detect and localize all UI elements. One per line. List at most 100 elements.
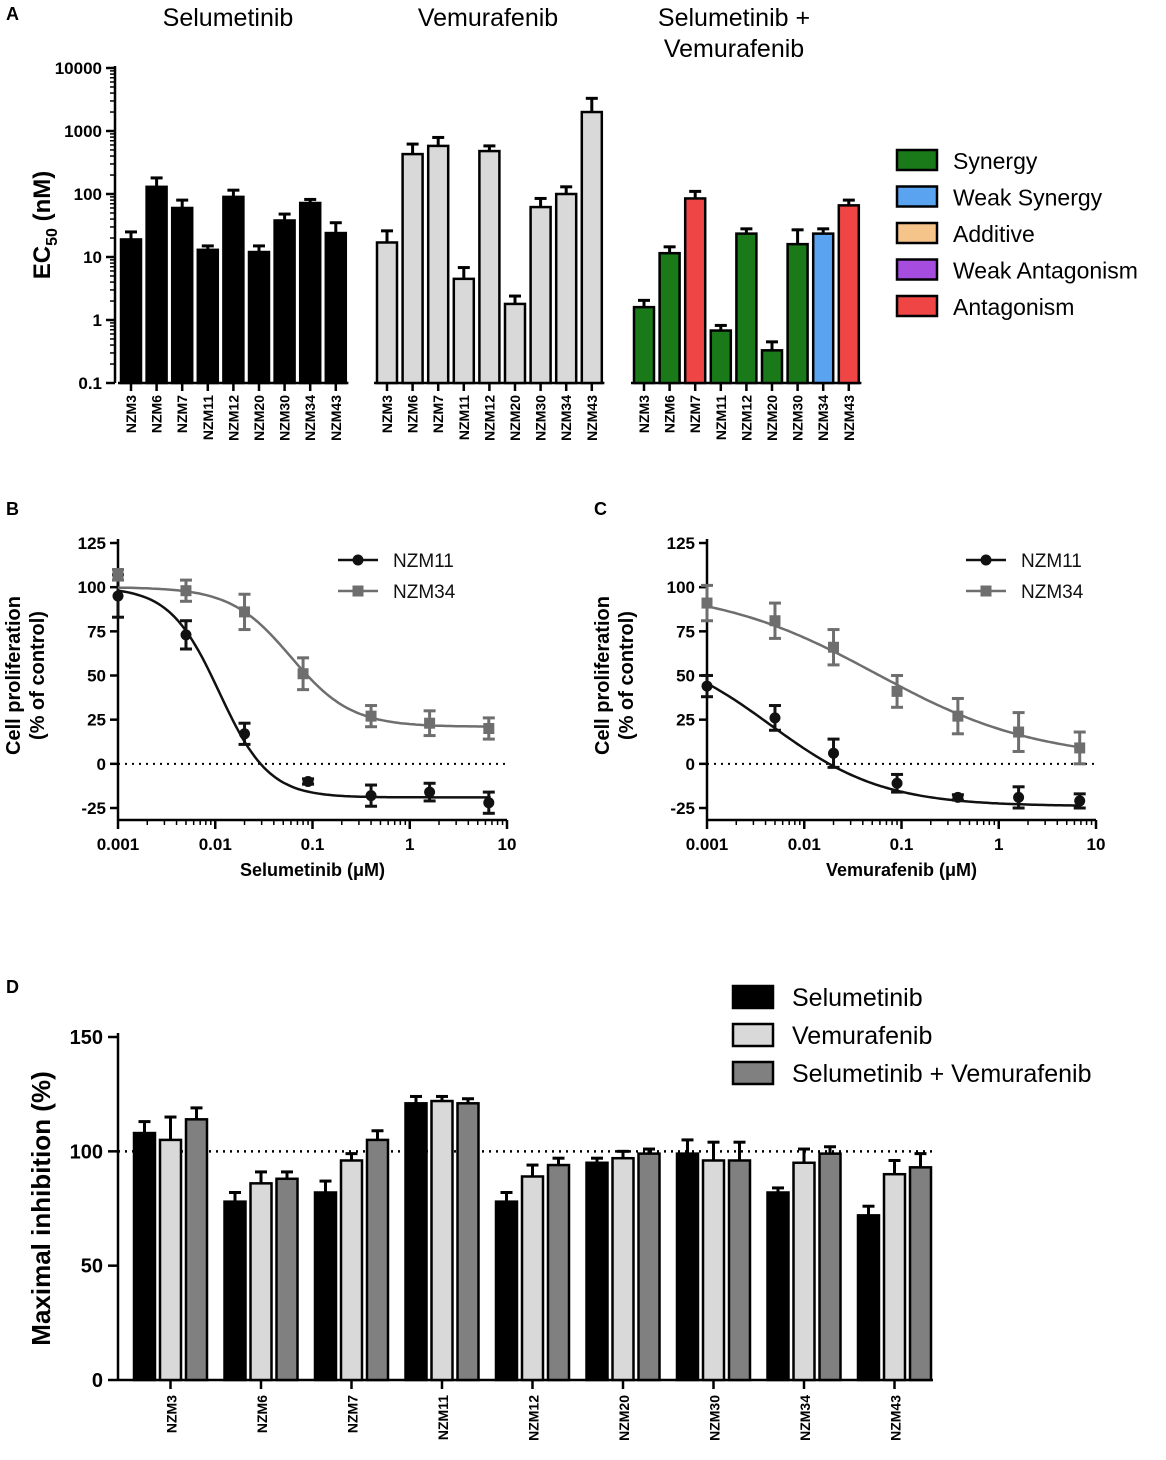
panel-c-x-tick-label: 0.1 [890,835,914,854]
panel-a-error-bar [432,135,445,146]
panel-a-error-bar [766,340,778,351]
panel-a-bar [735,232,758,385]
panel-d-error-bar [681,1138,694,1154]
panel-c-data-point [1013,726,1025,738]
panel-a-bar [658,251,681,385]
panel-a-y-axis-label: EC50 (nM) [29,171,61,279]
panel-a-legend-label: Synergy [953,148,1038,174]
panel-a-category-label: NZM12 [481,395,497,441]
panel-d-bar [818,1152,842,1382]
panel-d-legend-swatch [731,984,775,1010]
panel-d-legend-label: Vemurafenib [792,1022,932,1050]
panel-a-error-bar [125,230,137,240]
panel-d-legend-swatch [731,1022,775,1048]
panel-a-bar [478,149,501,385]
panel-c-legend-marker [980,554,992,566]
panel-c-y-tick-label: 125 [667,534,695,553]
panel-a-bar [632,305,656,385]
panel-b-x-tick-label: 0.01 [199,835,232,854]
panel-c-data-point [828,641,840,653]
panel-a-error-bar [457,266,470,279]
panel-a-group-title: Selumetinib + [658,4,810,32]
panel-c-x-tick-label: 0.001 [686,835,729,854]
panel-d-error-bar [862,1204,875,1216]
panel-a-category-label: NZM43 [584,395,600,441]
panel-a-category-label: NZM20 [251,395,267,441]
panel-b-data-point [112,569,124,581]
panel-c-y-tick-label: 100 [667,578,695,597]
panel-b-y-axis-label: Cell proliferation (% of control) [3,596,49,755]
panel-c-y-label-line1: Cell proliferation [592,596,614,755]
panel-b-legend-marker [352,554,364,566]
panel-a-y-tick-label: 10000 [55,59,102,78]
panel-d-bar [404,1102,428,1382]
panel-a-y-label-sub: 50 [44,228,61,246]
panel-d-bar [766,1191,790,1382]
panel-b-fit-curve-nzm11 [117,589,491,799]
panel-d-category-label: NZM30 [707,1395,723,1441]
panel-a-bar [837,204,861,385]
panel-a-category-label: NZM11 [713,395,729,440]
panel-a-bar [811,232,835,385]
panel-d-error-bar [371,1129,384,1140]
panel-d-legend-label: Selumetinib [792,984,923,1012]
panel-b-data-point [180,629,192,641]
panel-c-data-point [701,597,713,609]
panel-c-data-point [769,615,781,627]
panel-c-label: C [594,499,607,519]
panel-a-error-bar [585,96,598,113]
panel-a-bar [273,219,296,385]
panel-a-label: A [6,4,19,24]
panel-d-y-tick-label: 100 [70,1141,103,1163]
panel-a-group-title: Vemurafenib [418,4,558,32]
panel-a-bar [375,241,399,385]
panel-c-data-point [952,791,964,803]
panel-a-category-label: NZM12 [225,395,241,441]
panel-b-x-axis-label: Selumetinib (μM) [240,860,385,880]
panel-a-error-bar [509,294,521,304]
panel-a-legend-swatch [895,148,939,172]
panel-c-x-axis-label: Vemurafenib (μM) [826,860,977,880]
panel-c-data-point [891,777,903,789]
panel-d-label: D [6,977,19,997]
panel-b-y-label-line2: (% of control) [27,611,49,740]
panel-d-error-bar [914,1152,927,1168]
panel-c-y-tick-label: 0 [686,755,695,774]
panel-c-y-tick-label: 75 [676,622,695,641]
panel-a-y-tick-label: 1 [93,311,102,330]
panel-c-x-tick-label: 10 [1087,835,1106,854]
panel-d-bar [494,1200,519,1382]
panel-d-error-bar [190,1106,203,1120]
panel-a-legend-swatch [895,258,939,281]
panel-d-error-bar [733,1140,746,1161]
panel-d-error-bar [888,1158,901,1175]
panel-b-y-tick-label: 0 [97,755,106,774]
panel-a-category-label: NZM11 [200,395,216,440]
panel-d-bar [727,1159,752,1382]
panel-a-category-label: NZM11 [456,395,472,440]
panel-c-y-tick-label: -25 [670,799,695,818]
panel-a-error-bar [791,228,804,245]
panel-c-y-label-line2: (% of control) [616,611,638,740]
panel-b-x-tick-label: 0.001 [97,835,140,854]
panel-a-group-title: Selumetinib [163,4,294,32]
panel-d-bar [908,1166,933,1382]
panel-c-x-tick-label: 1 [994,835,1003,854]
panel-a-bar [760,349,784,385]
panel-b-label: B [6,499,19,519]
panel-a-legend-swatch [895,294,939,318]
panel-d-legend-swatch [731,1060,775,1086]
panel-a-legend-swatch [895,185,939,208]
panel-d-error-bar [707,1140,720,1161]
panel-a-legend-label: Additive [953,221,1035,247]
panel-a-legend-label: Weak Antagonism [953,258,1138,284]
panel-b-y-tick-label: 75 [87,622,106,641]
panel-d-category-label: NZM3 [164,1395,180,1433]
panel-a-bar [529,205,552,385]
panel-b-x-tick-label: 10 [498,835,517,854]
panel-c-data-point [701,680,713,692]
panel-a-error-bar [406,142,419,155]
panel-a-error-bar [329,221,342,234]
panel-b-legend-marker [352,585,364,597]
panel-a-bar [401,152,424,385]
